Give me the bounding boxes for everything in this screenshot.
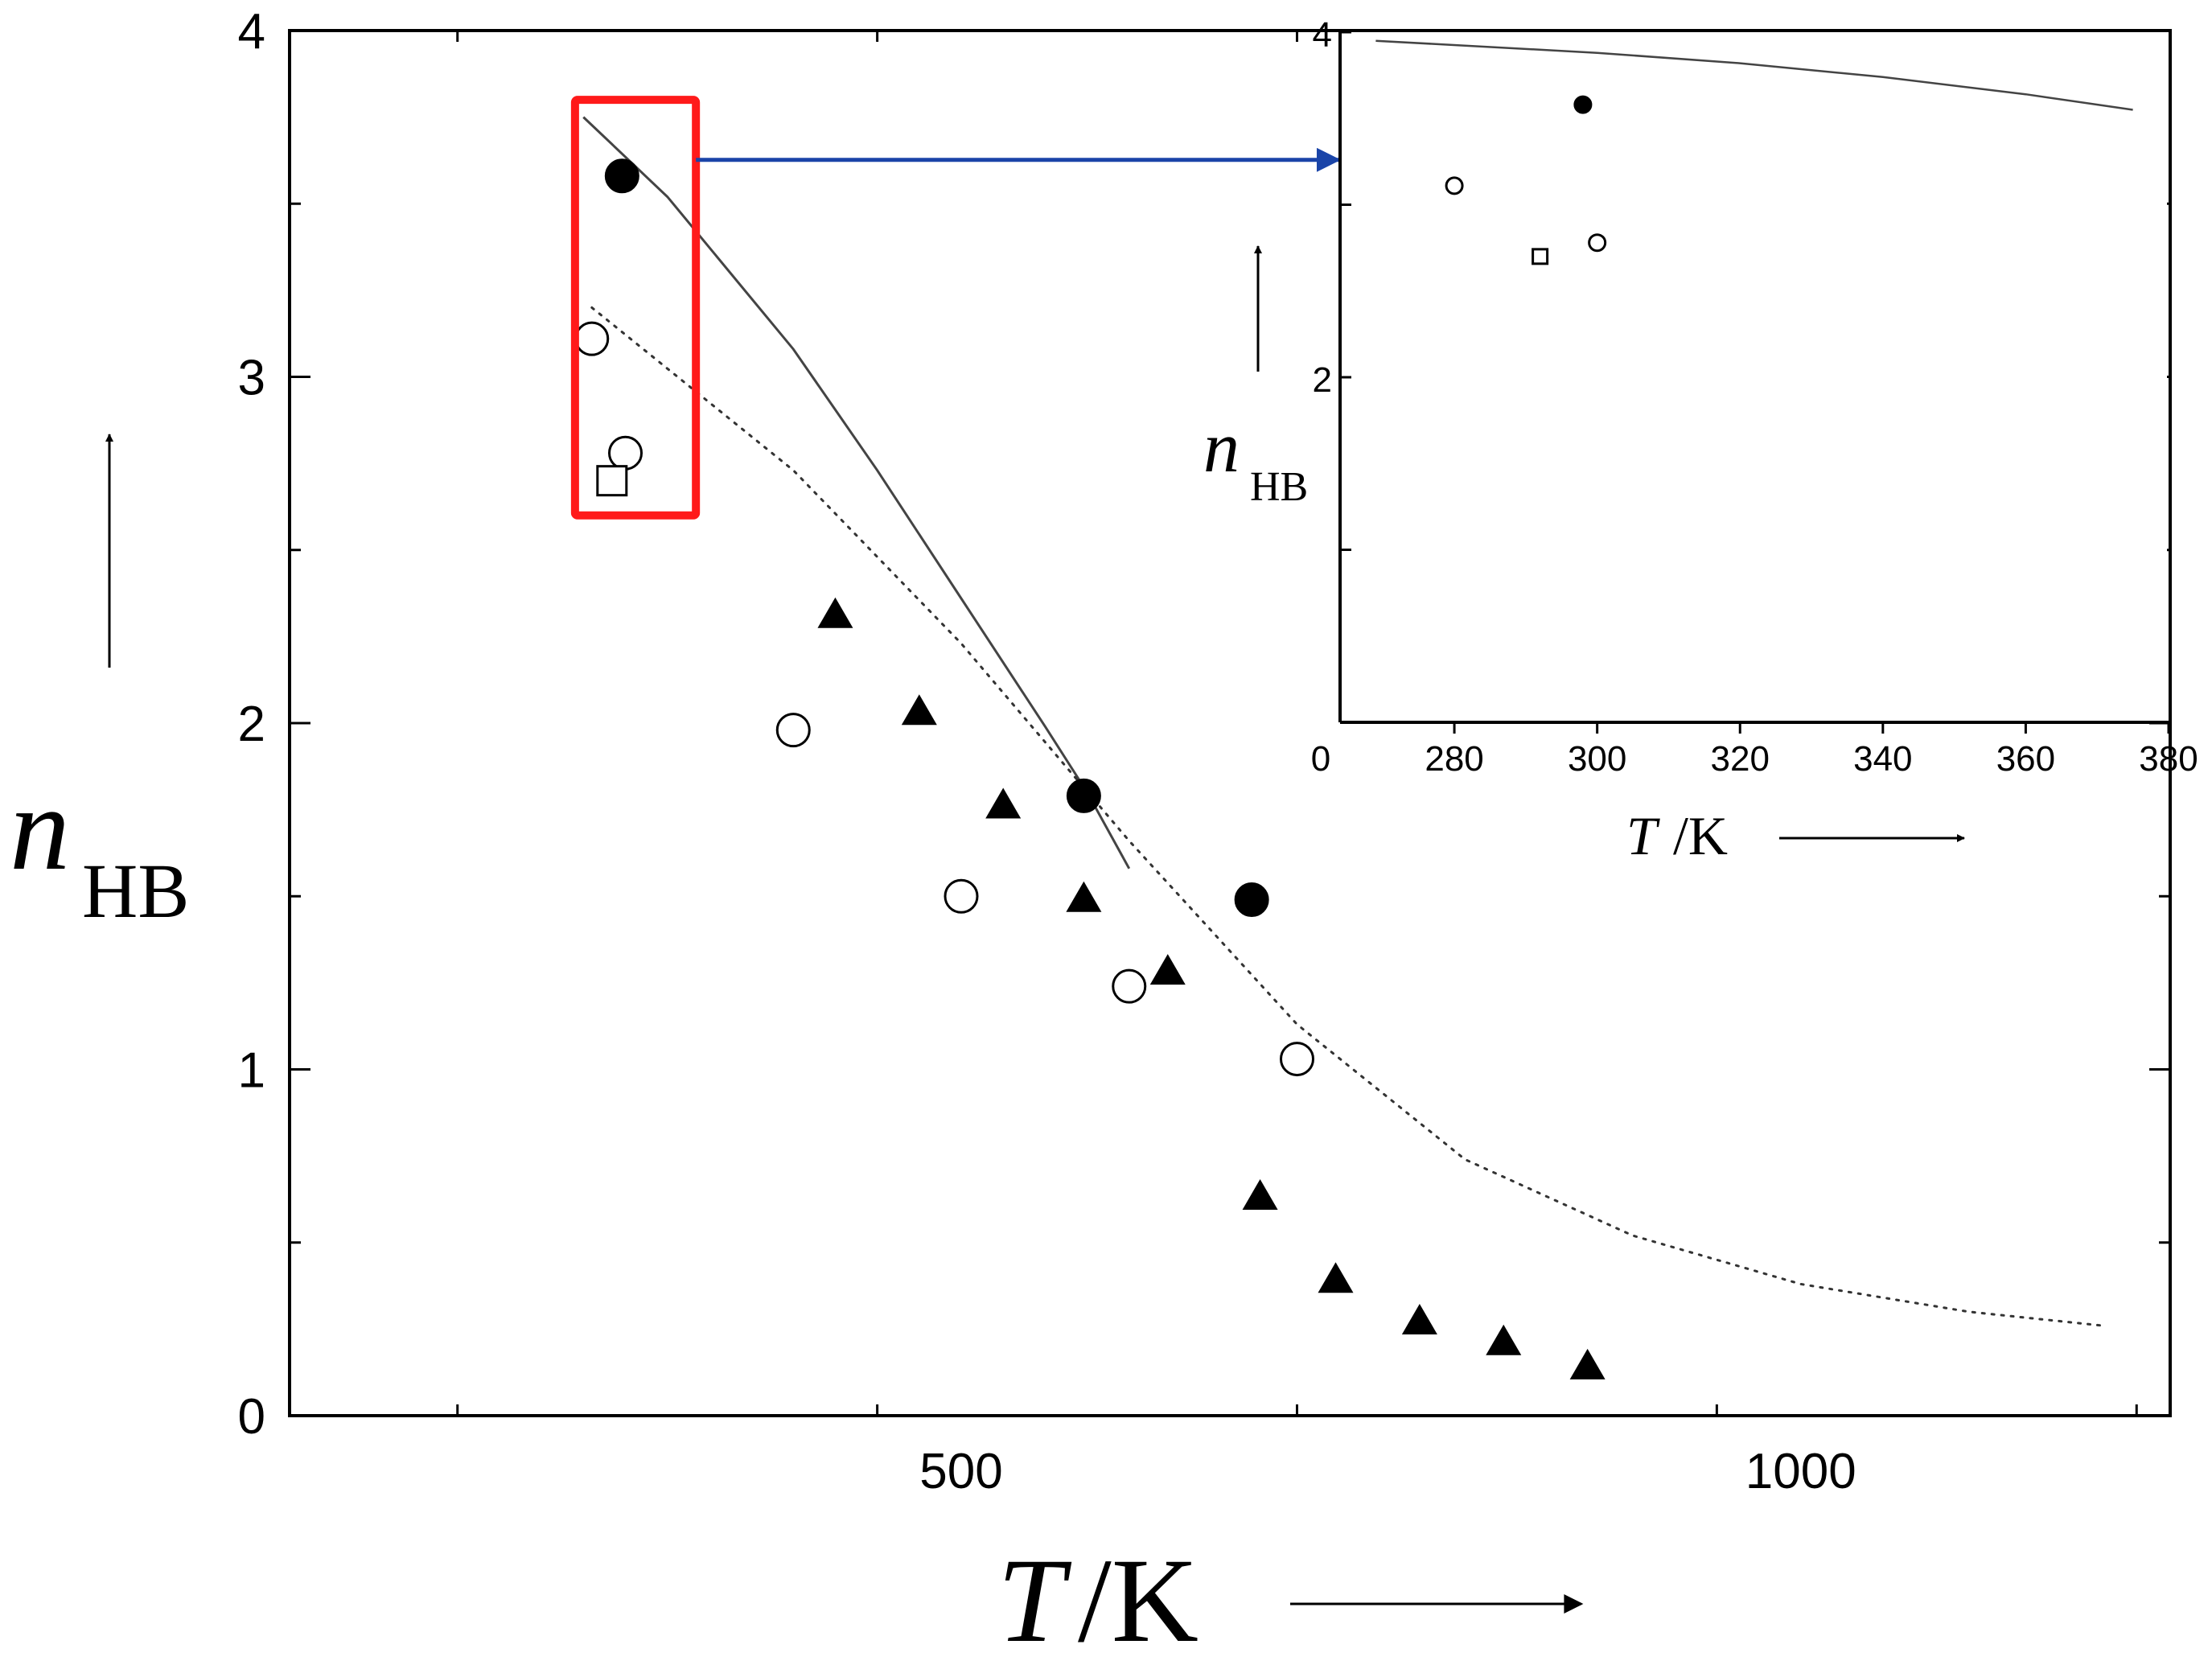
main-point-open-circle <box>944 878 979 914</box>
main-y-tick-label: 0 <box>238 1389 265 1445</box>
main-point-open-square <box>596 465 628 497</box>
main-point-open-circle <box>608 435 643 471</box>
inset-x-tick-label: 300 <box>1568 739 1626 779</box>
main-y-axis-label: n HB <box>10 434 189 934</box>
inset-point-filled-circle <box>1573 95 1593 114</box>
inset-x-tick-label: 280 <box>1425 739 1483 779</box>
main-point-filled-circle <box>1066 778 1101 813</box>
main-point-filled-triangle <box>1486 1324 1522 1355</box>
main-y-tick-label: 4 <box>238 4 265 60</box>
highlight-box <box>570 96 701 520</box>
inset-y-axis-label-symbol: n <box>1203 408 1240 487</box>
main-x-axis-label: T /K <box>997 1534 1584 1661</box>
inset-x-axis-label: T /K <box>1626 805 1965 866</box>
inset-y-axis-label-subscript: HB <box>1250 464 1308 510</box>
main-point-filled-triangle <box>901 694 937 726</box>
inset-background <box>1340 32 2167 724</box>
main-point-open-circle <box>775 713 811 748</box>
main-point-filled-triangle <box>985 787 1022 819</box>
main-point-open-circle <box>1112 968 1147 1004</box>
main-series-line-solid <box>582 116 1131 870</box>
main-point-filled-triangle <box>817 597 853 628</box>
main-x-tick-label: 500 <box>919 1444 1002 1499</box>
inset-origin-label: 0 <box>1311 739 1330 779</box>
main-point-filled-triangle <box>1066 881 1102 912</box>
main-point-filled-triangle <box>1569 1348 1606 1379</box>
inset-x-tick-label: 380 <box>2139 739 2198 779</box>
inset-x-tick-label: 320 <box>1711 739 1770 779</box>
inset-x-tick-label: 340 <box>1853 739 1912 779</box>
main-point-filled-triangle <box>1318 1262 1354 1293</box>
main-y-axis-label-subscript: HB <box>82 848 189 934</box>
main-point-open-circle <box>1280 1042 1314 1077</box>
inset-x-axis-label-unit: /K <box>1673 805 1728 866</box>
main-data-points <box>574 158 1606 1379</box>
inset-series-lines <box>1375 39 2133 111</box>
inset-series-line-solid <box>1375 39 2133 111</box>
main-point-open-circle <box>574 321 610 356</box>
main-point-filled-triangle <box>1401 1303 1437 1334</box>
main-plot-frame <box>288 29 2172 1417</box>
main-x-tick-label: 1000 <box>1745 1444 1856 1499</box>
inset-y-axis-label: n HB <box>1203 245 1308 510</box>
main-point-filled-triangle <box>1149 954 1186 985</box>
main-x-axis-label-symbol: T <box>997 1534 1072 1657</box>
main-plot: 500 1000 0 1 2 3 4 <box>238 4 2172 1499</box>
inset-plot: 280 300 320 340 360 380 0 2 4 <box>1311 15 2198 779</box>
inset-tick-labels: 280 300 320 340 360 380 0 2 4 <box>1311 15 2198 779</box>
main-y-tick-label: 3 <box>238 351 265 406</box>
inset-data-points <box>1445 95 1607 265</box>
main-y-axis-label-symbol: n <box>10 762 70 895</box>
inset-x-axis-label-symbol: T <box>1626 805 1660 866</box>
inset-y-tick-label: 4 <box>1313 15 1332 55</box>
main-point-filled-triangle <box>1242 1178 1278 1210</box>
main-point-filled-circle <box>1234 882 1269 918</box>
main-tick-labels: 500 1000 0 1 2 3 4 <box>238 4 1856 1499</box>
inset-point-open-square <box>1532 248 1549 265</box>
main-x-axis-label-unit: /K <box>1078 1534 1199 1657</box>
inset-x-tick-label: 360 <box>1996 739 2055 779</box>
main-point-filled-circle <box>604 158 639 194</box>
main-y-tick-label: 2 <box>238 697 265 752</box>
inset-point-open-circle <box>1445 176 1464 195</box>
main-series-line-dotted <box>590 306 2104 1327</box>
inset-y-tick-label: 2 <box>1313 360 1332 400</box>
inset-point-open-circle <box>1588 233 1607 253</box>
main-y-tick-label: 1 <box>238 1043 265 1099</box>
